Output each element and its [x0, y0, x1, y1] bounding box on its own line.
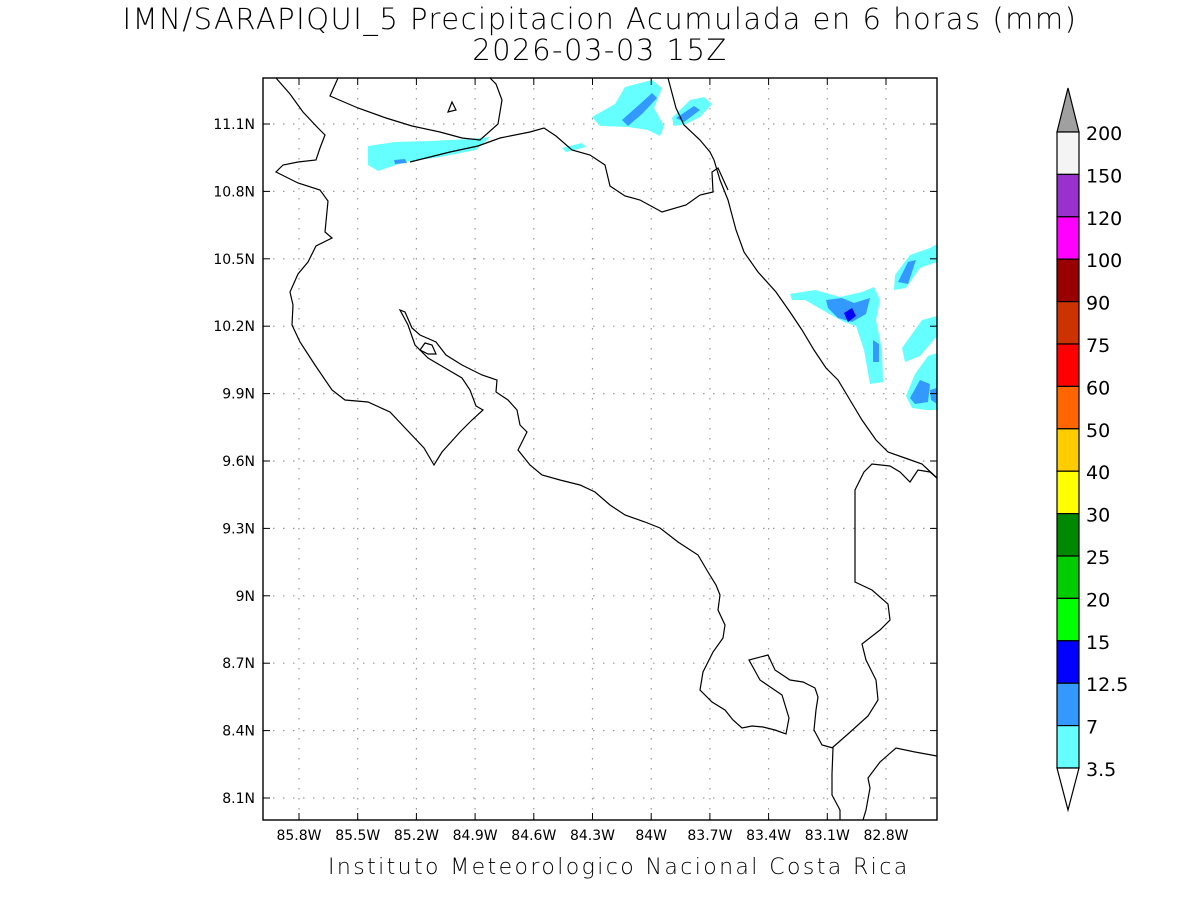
lat-label: 10.2N: [213, 319, 255, 335]
lat-label: 10.5N: [213, 252, 255, 268]
legend-swatch: [1056, 470, 1080, 515]
legend-label: 12.5: [1086, 674, 1128, 696]
lat-label: 8.1N: [222, 791, 255, 807]
precip-area-medium: [873, 340, 879, 362]
legend-swatch: [1056, 640, 1080, 684]
legend-colorbar: 200 150 120 100 90 75 60 50 40 30 25 20 15 12.5 7 3.5: [1056, 87, 1128, 813]
border-north: [409, 127, 729, 213]
precip-area-dark: [844, 308, 856, 322]
coastline-peninsula: [831, 463, 937, 749]
precip-area-light: [562, 143, 586, 152]
legend-label: 15: [1086, 632, 1110, 654]
legend-label: 7: [1086, 717, 1098, 739]
legend-arrow-top: [1056, 87, 1080, 133]
coastline-island: [419, 342, 437, 355]
lon-label: 85.5W: [335, 828, 380, 844]
legend-label: 120: [1086, 208, 1122, 230]
chart-title: IMN/SARAPIQUI_5 Precipitacion Acumulada …: [122, 2, 1078, 36]
legend-label: 75: [1086, 335, 1110, 357]
precip-area-light: [894, 244, 937, 290]
legend-swatch: [1056, 343, 1080, 388]
legend-label: 30: [1086, 505, 1110, 527]
legend-swatch: [1056, 724, 1080, 769]
precip-area-light: [368, 137, 490, 171]
legend-swatch: [1056, 428, 1080, 472]
legend-swatch: [1056, 385, 1080, 430]
lon-label: 85.2W: [394, 828, 439, 844]
coastline-island: [447, 100, 457, 113]
map-axes: 11.1N 10.8N 10.5N 10.2N 9.9N 9.6N 9.3N 9N 8.7N 8.…: [213, 78, 937, 844]
legend-swatch: [1056, 512, 1080, 557]
footer-credit: Instituto Meteorologico Nacional Costa R…: [328, 855, 910, 880]
chart-subtitle: 2026-03-03 15Z: [472, 33, 728, 67]
lon-label: 82.8W: [863, 828, 908, 844]
lat-label: 8.7N: [222, 656, 255, 672]
legend-swatch: [1056, 682, 1080, 727]
border-nicaragua: [667, 78, 715, 161]
legend-label: 100: [1086, 250, 1122, 272]
precip-area-medium: [622, 93, 657, 126]
lat-label: 11.1N: [213, 117, 255, 133]
lon-label: 84.6W: [511, 828, 556, 844]
precip-area-medium: [826, 298, 870, 322]
lon-label: 83.4W: [746, 828, 791, 844]
lon-label: 85.8W: [276, 828, 321, 844]
legend-swatch: [1056, 173, 1080, 218]
legend-swatch: [1056, 597, 1080, 642]
legend-swatch: [1056, 301, 1080, 345]
lat-label: 9.6N: [222, 454, 255, 470]
coastline-north: [329, 78, 503, 141]
precip-area-medium: [898, 260, 916, 284]
map-frame: [262, 77, 938, 821]
legend-arrow-bottom: [1056, 767, 1080, 813]
coastline: [274, 78, 937, 820]
legend-label: 40: [1086, 462, 1110, 484]
map-grid: [263, 78, 937, 820]
legend-swatch: [1056, 555, 1080, 600]
legend-label: 90: [1086, 293, 1110, 315]
legend-label: 20: [1086, 589, 1110, 611]
precip-area-medium: [394, 159, 407, 164]
precip-area-medium: [910, 380, 930, 404]
precip-area-light: [902, 316, 937, 362]
lat-label: 8.4N: [222, 724, 255, 740]
legend-label: 3.5: [1086, 759, 1116, 781]
lon-label: 84.9W: [453, 828, 498, 844]
precipitation-map: 11.1N 10.8N 10.5N 10.2N 9.9N 9.6N 9.3N 9N 8.7N 8.…: [213, 77, 938, 844]
lat-label: 9N: [236, 589, 255, 605]
coastline-caribbean: [713, 159, 937, 479]
coastline-pacific: [274, 78, 841, 820]
lon-label: 84W: [635, 828, 667, 844]
legend-label: 200: [1086, 123, 1122, 145]
lat-label: 9.9N: [222, 387, 255, 403]
lon-label: 83.7W: [687, 828, 732, 844]
lon-label: 83.1W: [805, 828, 850, 844]
legend-swatch: [1056, 131, 1080, 176]
lat-label: 9.3N: [222, 521, 255, 537]
lat-label: 10.8N: [213, 184, 255, 200]
legend-label: 50: [1086, 420, 1110, 442]
lon-label: 84.3W: [570, 828, 615, 844]
precipitation-areas: [368, 80, 937, 410]
coastline-south: [862, 747, 937, 820]
legend-swatch: [1056, 258, 1080, 303]
precip-area-light: [592, 80, 664, 136]
legend-label: 25: [1086, 547, 1110, 569]
precip-area-medium: [930, 388, 937, 404]
legend-label: 60: [1086, 377, 1110, 399]
legend-swatch: [1056, 216, 1080, 260]
precip-area-medium: [676, 106, 700, 122]
legend-label: 150: [1086, 165, 1122, 187]
